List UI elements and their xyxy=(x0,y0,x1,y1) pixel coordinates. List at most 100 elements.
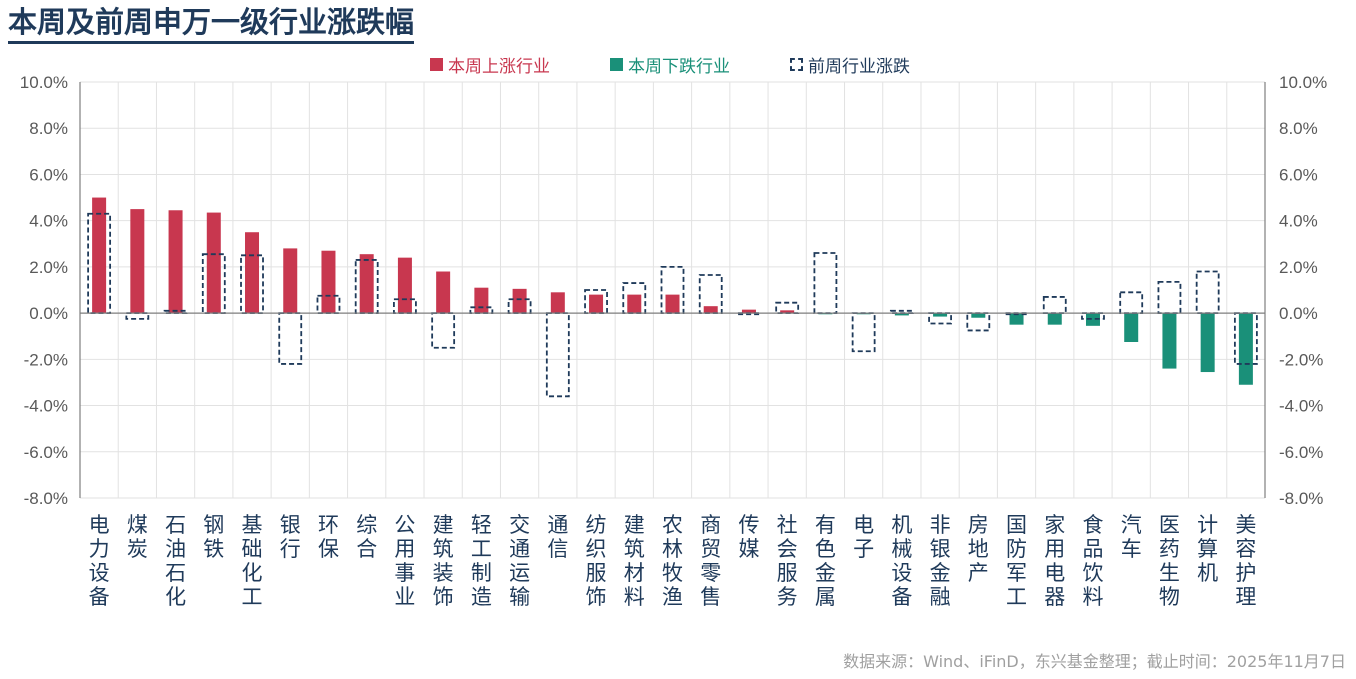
bar-previous-week xyxy=(507,298,532,315)
x-category-label: 房地产 xyxy=(968,513,989,585)
x-category-label: 社会服务 xyxy=(777,513,798,609)
bar-current-week xyxy=(1009,313,1024,325)
x-category-label: 家用电器 xyxy=(1044,513,1065,609)
legend-item-down: 本周下跌行业 xyxy=(610,52,730,77)
bar-current-week xyxy=(1200,313,1215,373)
bar-previous-week xyxy=(698,274,723,315)
x-category-label: 钢铁 xyxy=(203,513,224,561)
bar-current-week xyxy=(474,287,489,314)
x-category-label: 通信 xyxy=(547,513,568,561)
y-tick-label-left: 4.0% xyxy=(29,212,68,231)
y-tick-label-left: -6.0% xyxy=(24,443,68,462)
y-tick-label-left: 0.0% xyxy=(29,304,68,323)
x-category-label: 商贸零售 xyxy=(700,513,721,609)
y-tick-label-left: 6.0% xyxy=(29,165,68,184)
x-category-label: 机械设备 xyxy=(891,513,912,609)
x-category-label: 公用事业 xyxy=(394,513,415,609)
bar-previous-week xyxy=(660,265,685,315)
bar-current-week xyxy=(1238,313,1253,385)
x-category-label: 石油石化 xyxy=(165,513,186,609)
bar-current-week xyxy=(321,250,336,314)
bar-current-week xyxy=(397,257,412,314)
bar-current-week xyxy=(168,210,183,314)
x-category-label: 农林牧渔 xyxy=(662,513,683,609)
bar-current-week xyxy=(1124,313,1139,342)
x-category-label: 美容护理 xyxy=(1235,513,1256,609)
bar-current-week xyxy=(1162,313,1177,369)
y-tick-label-left: 10.0% xyxy=(20,73,68,92)
x-category-label: 医药生物 xyxy=(1159,513,1180,609)
y-tick-label-right: 4.0% xyxy=(1279,212,1318,231)
x-category-label: 建筑装饰 xyxy=(433,513,454,609)
legend-swatch-up xyxy=(430,58,443,71)
bar-current-week xyxy=(933,313,948,317)
y-tick-label-left: -8.0% xyxy=(24,489,68,508)
bar-current-week xyxy=(92,197,107,314)
legend-swatch-prev xyxy=(790,58,803,71)
bar-previous-week xyxy=(1157,281,1182,315)
bar-current-week xyxy=(703,306,718,314)
bar-current-week xyxy=(130,209,145,314)
bar-current-week xyxy=(741,309,756,314)
x-category-label: 轻工制造 xyxy=(471,513,492,609)
x-category-label: 综合 xyxy=(356,513,377,561)
x-category-label: 非银金融 xyxy=(930,513,951,609)
bar-current-week xyxy=(780,310,795,314)
bar-current-week xyxy=(206,212,221,314)
bar-current-week xyxy=(283,248,298,314)
bar-current-week xyxy=(550,292,565,314)
bar-current-week xyxy=(627,294,642,314)
y-tick-label-left: -4.0% xyxy=(24,397,68,416)
legend-item-up: 本周上涨行业 xyxy=(430,52,550,77)
legend-label-prev: 前周行业涨跌 xyxy=(808,57,910,77)
x-category-label: 有色金属 xyxy=(815,513,836,609)
x-category-label: 交通运输 xyxy=(509,513,530,609)
chart-title: 本周及前周申万一级行业涨跌幅 xyxy=(8,4,415,44)
x-category-label: 煤炭 xyxy=(127,513,148,561)
x-category-label: 国防军工 xyxy=(1006,513,1027,609)
bar-previous-week xyxy=(545,312,570,398)
x-category-label: 基础化工 xyxy=(242,513,263,609)
bar-current-week xyxy=(1085,313,1100,326)
legend-label-up: 本周上涨行业 xyxy=(448,57,550,77)
bar-current-week xyxy=(436,271,451,314)
bar-previous-week xyxy=(125,312,150,320)
y-tick-label-right: 6.0% xyxy=(1279,165,1318,184)
legend-swatch-down xyxy=(610,58,623,71)
bar-previous-week xyxy=(354,259,379,315)
bar-previous-week xyxy=(393,298,417,315)
bar-current-week xyxy=(665,294,680,314)
x-category-label: 汽车 xyxy=(1121,513,1142,561)
x-category-label: 传媒 xyxy=(738,513,759,561)
bar-previous-week xyxy=(278,312,303,365)
bar-current-week xyxy=(245,232,260,314)
x-category-label: 电子 xyxy=(853,513,874,561)
legend-label-down: 本周下跌行业 xyxy=(628,57,730,77)
x-category-label: 计算机 xyxy=(1197,513,1218,585)
y-tick-label-left: -2.0% xyxy=(24,350,68,369)
bar-previous-week xyxy=(1195,270,1220,315)
y-tick-label-right: 0.0% xyxy=(1279,304,1318,323)
bar-current-week xyxy=(359,254,374,314)
bar-current-week xyxy=(589,294,604,314)
legend-item-prev: 前周行业涨跌 xyxy=(790,52,910,77)
y-tick-label-right: -4.0% xyxy=(1279,397,1323,416)
bar-current-week xyxy=(512,288,527,314)
x-category-label: 建筑材料 xyxy=(624,513,645,609)
bar-previous-week xyxy=(469,306,494,315)
bar-current-week xyxy=(1047,313,1062,325)
x-category-label: 环保 xyxy=(318,513,339,561)
x-category-label: 电力设备 xyxy=(89,513,110,609)
bar-previous-week xyxy=(622,282,647,315)
y-tick-label-right: 2.0% xyxy=(1279,258,1318,277)
bar-previous-week xyxy=(1119,291,1144,315)
y-tick-label-left: 2.0% xyxy=(29,258,68,277)
bar-previous-week xyxy=(431,312,456,349)
x-category-label: 银行 xyxy=(280,513,301,561)
y-tick-label-right: -6.0% xyxy=(1279,443,1323,462)
bar-current-week xyxy=(894,313,909,316)
source-note: 数据来源：Wind、iFinD，东兴基金整理；截止时间：2025年11月7日 xyxy=(843,652,1346,671)
bar-previous-week xyxy=(813,252,838,315)
y-tick-label-right: -2.0% xyxy=(1279,350,1323,369)
